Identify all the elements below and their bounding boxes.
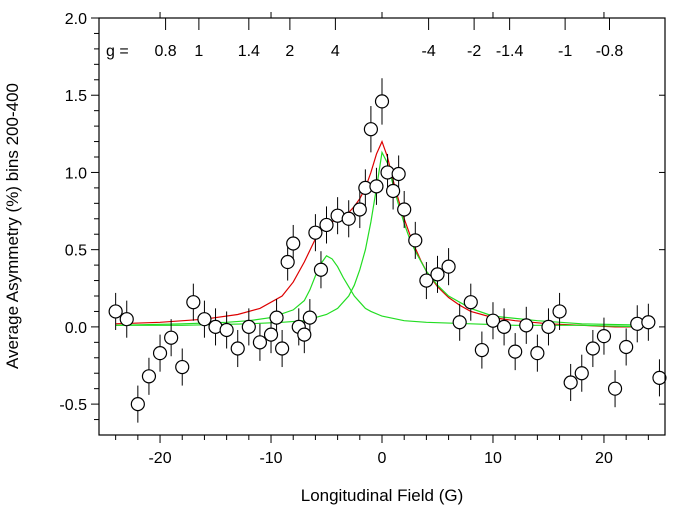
data-point	[352, 202, 367, 217]
g-scale-label: 0.8	[154, 43, 176, 60]
x-axis-title: Longitudinal Field (G)	[301, 486, 464, 505]
data-point	[175, 359, 190, 375]
data-point	[186, 295, 201, 310]
y-tick-label: 2.0	[65, 11, 87, 28]
data-point	[319, 217, 334, 233]
data-point	[508, 344, 523, 359]
data-point	[280, 254, 295, 270]
data-point	[219, 322, 234, 338]
data-point	[308, 225, 323, 240]
data-point	[419, 273, 434, 288]
data-point	[585, 341, 600, 356]
x-tick-label: 20	[595, 450, 613, 467]
data-point	[485, 313, 501, 328]
data-point	[230, 341, 245, 356]
g-scale-label: -0.8	[596, 43, 624, 60]
g-scale-label: -4	[421, 43, 435, 60]
data-point	[269, 310, 284, 325]
data-point	[519, 318, 534, 333]
data-point	[552, 304, 567, 319]
data-point	[369, 179, 384, 194]
fit-curve	[115, 255, 649, 328]
data-point	[652, 370, 667, 385]
x-tick-label: -20	[148, 450, 171, 467]
data-point	[302, 310, 317, 325]
fit-curve	[115, 139, 649, 328]
g-scale-label: 1	[194, 43, 203, 60]
x-tick-label: 10	[484, 450, 502, 467]
data-point	[430, 267, 445, 282]
data-point	[596, 329, 612, 344]
data-point	[563, 375, 578, 390]
g-scale-label: 1.4	[238, 43, 260, 60]
data-point	[452, 315, 467, 330]
y-tick-label: 0.5	[65, 243, 87, 260]
data-point	[607, 381, 623, 396]
data-point	[108, 304, 123, 319]
data-point	[119, 312, 134, 327]
data-point	[197, 312, 212, 327]
g-factor-top-scale: g = 0.8 1 1.4 2 4 -4 -2 -1.4 -1 -0.8	[106, 18, 623, 60]
data-point	[496, 319, 512, 334]
y-tick-label: 1.5	[65, 88, 87, 105]
data-point	[391, 166, 406, 182]
g-scale-label: 4	[331, 43, 340, 60]
data-point	[286, 236, 301, 251]
data-point	[152, 346, 168, 361]
data-points	[108, 94, 667, 412]
g-scale-prefix: g =	[106, 43, 129, 60]
data-point	[341, 211, 356, 226]
g-scale-label: -1	[558, 43, 572, 60]
g-scale-label: -2	[467, 43, 481, 60]
data-point	[385, 183, 401, 199]
data-point	[313, 262, 329, 277]
data-point	[474, 342, 489, 358]
data-point	[130, 397, 145, 412]
data-point	[263, 327, 279, 342]
y-axis-title: Average Asymmetry (%) bins 200-400	[3, 83, 22, 369]
y-tick-label: 1.0	[65, 165, 87, 182]
data-point	[252, 335, 268, 350]
data-point	[397, 202, 412, 217]
x-tick-label: 0	[378, 450, 387, 467]
data-point	[241, 319, 256, 334]
data-point	[141, 369, 157, 384]
data-point	[574, 366, 589, 381]
data-point	[275, 341, 290, 356]
data-point	[408, 233, 423, 248]
data-point	[441, 259, 456, 274]
data-point	[297, 327, 312, 342]
data-point	[641, 315, 656, 330]
data-point	[363, 122, 379, 137]
data-point	[463, 295, 478, 310]
g-scale-label: -1.4	[496, 43, 524, 60]
data-point	[164, 330, 179, 345]
g-scale-label: 2	[285, 43, 294, 60]
y-tick-label: -0.5	[59, 397, 87, 414]
x-tick-label: -10	[259, 450, 282, 467]
axes: -20 -10 0 10 20 2.0 1.5 1.0 0.5 0.0 -0.5	[59, 11, 665, 467]
data-point	[619, 339, 634, 355]
data-point	[541, 319, 556, 334]
data-point	[530, 346, 545, 361]
data-point	[374, 94, 390, 109]
y-tick-label: 0.0	[65, 320, 87, 337]
